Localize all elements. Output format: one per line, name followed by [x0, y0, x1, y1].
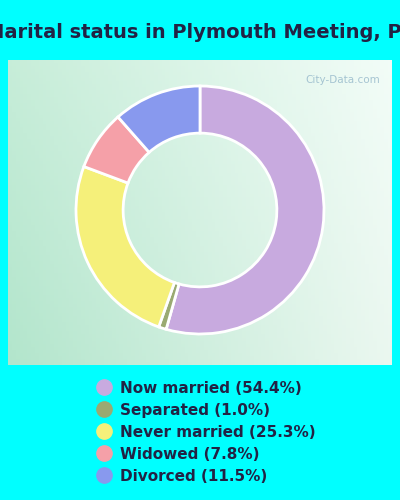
- Legend: Now married (54.4%), Separated (1.0%), Never married (25.3%), Widowed (7.8%), Di: Now married (54.4%), Separated (1.0%), N…: [96, 377, 320, 489]
- Wedge shape: [84, 117, 149, 183]
- Wedge shape: [76, 166, 174, 327]
- Wedge shape: [118, 86, 200, 152]
- Wedge shape: [166, 86, 324, 334]
- Wedge shape: [159, 282, 179, 330]
- Text: City-Data.com: City-Data.com: [306, 75, 380, 85]
- Text: Marital status in Plymouth Meeting, PA: Marital status in Plymouth Meeting, PA: [0, 24, 400, 42]
